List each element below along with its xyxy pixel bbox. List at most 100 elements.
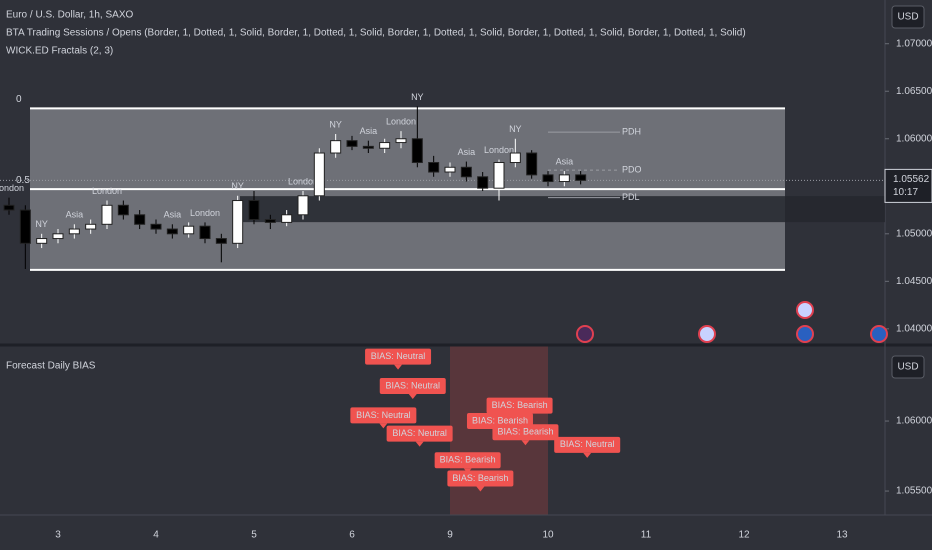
indicator-legend: WICK.ED Fractals (2, 3) (6, 46, 113, 57)
x-tick-label: 13 (836, 530, 848, 541)
candle-body (395, 138, 407, 144)
bias-label: BIAS: Bearish (440, 455, 496, 465)
bias-label-box (554, 436, 621, 453)
bias-label: BIAS: Bearish (472, 415, 528, 425)
main-pane: 0 0.5 PDH PDO PDL 1.07000 1.06500 1.06000 1.0500… (0, 38, 932, 334)
currency[interactable]: USD (897, 12, 918, 23)
session-label: London (288, 176, 318, 186)
y-tick-label: 1.06000 (896, 133, 932, 144)
x-tick-label: 10 (542, 530, 554, 541)
candle-body (379, 142, 391, 149)
candle-body (36, 238, 48, 244)
last-price-label: 1.05562 (893, 174, 930, 185)
fib-label: 0.5 (16, 175, 30, 186)
range-band (240, 196, 885, 223)
bias-label: BIAS: Neutral (392, 428, 447, 438)
y-tick-label: 1.06500 (896, 86, 932, 97)
level-label: PDO (622, 164, 642, 174)
candle-body (3, 204, 15, 211)
bias-label: BIAS: Bearish (497, 427, 553, 437)
bias-label: BIAS: Neutral (560, 439, 615, 449)
candle-body (346, 140, 358, 147)
bias-label: BIAS: Neutral (385, 380, 440, 390)
event-icon[interactable] (796, 301, 814, 319)
candle-body (313, 152, 325, 197)
event-icons (576, 301, 888, 343)
bias-pane: 1.06000 1.05500 BIAS: Neutral BIAS: Neutral… (350, 348, 932, 497)
candle-body (542, 174, 554, 183)
level-label: PDH (622, 126, 641, 136)
x-tick-label: 3 (55, 530, 61, 541)
session-label: NY (329, 119, 342, 129)
bias-label-box (486, 397, 553, 414)
candle-body (444, 166, 456, 173)
countdown: 10:17 (893, 187, 918, 198)
bias-label-box (434, 452, 501, 469)
currency-button[interactable] (891, 355, 925, 379)
candle-body (428, 162, 440, 173)
candle-body (101, 204, 113, 225)
event-icon[interactable] (870, 325, 888, 343)
candle-body (297, 195, 309, 216)
session-label: London (92, 186, 122, 196)
bias-label: BIAS: Bearish (452, 473, 508, 483)
candle-body (150, 223, 162, 230)
candle-body (85, 223, 97, 230)
bias-label-pointer (476, 486, 485, 492)
candle-body (199, 225, 211, 240)
currency-button[interactable] (891, 5, 925, 29)
bias-label: BIAS: Neutral (356, 410, 411, 420)
y-tick-label: 1.04000 (896, 323, 932, 334)
currency[interactable]: USD (897, 362, 918, 373)
candle-body (558, 174, 570, 183)
session-label: Asia (66, 210, 84, 220)
y-tick-label: 1.05000 (896, 228, 932, 239)
candle-body (134, 214, 146, 225)
y-tick-label: 1.06000 (896, 416, 932, 427)
bias-label-pointer (583, 452, 592, 458)
x-tick-label: 4 (153, 530, 159, 541)
candle-body (183, 225, 195, 235)
bias-label-box (492, 424, 559, 441)
candle-body (362, 145, 374, 149)
session-label: NY (509, 124, 522, 134)
bias-label-box (447, 470, 514, 487)
bias-label-pointer (408, 394, 417, 400)
indicator-legend: BTA Trading Sessions / Opens (Border, 1,… (6, 28, 746, 39)
fib-label: 0 (16, 94, 22, 105)
session-label: NY (231, 181, 244, 191)
candle-body (248, 200, 260, 221)
candle-body (19, 209, 31, 244)
y-tick-label: 1.05500 (896, 486, 932, 497)
session-label: Asia (360, 126, 378, 136)
session-label: London (484, 145, 514, 155)
bias-label-pointer (415, 441, 424, 447)
session-label: NY (411, 92, 424, 102)
x-tick-label: 6 (349, 530, 355, 541)
session-label: London (386, 117, 416, 127)
session-label: NY (35, 219, 48, 229)
x-tick-label: 12 (738, 530, 750, 541)
session-label: London (190, 208, 220, 218)
session-label: Asia (164, 210, 182, 220)
candle-body (330, 140, 342, 154)
bias-label: BIAS: Bearish (492, 400, 548, 410)
candle-body (477, 176, 489, 189)
x-tick-label: 9 (447, 530, 453, 541)
x-tick-label: 5 (251, 530, 257, 541)
bias-label-box (365, 348, 432, 365)
event-icon[interactable] (698, 325, 716, 343)
chart-title: Euro / U.S. Dollar, 1h, SAXO (6, 10, 133, 21)
candle-body (526, 152, 538, 176)
candle-body (52, 233, 64, 240)
candle-body (166, 228, 178, 235)
candle-body (68, 228, 80, 235)
bias-label-box (350, 407, 417, 424)
x-tick-label: 11 (641, 530, 652, 541)
bias-label-box (379, 378, 446, 395)
session-label: London (0, 183, 24, 193)
event-icon[interactable] (796, 325, 814, 343)
candle-body (509, 152, 521, 164)
event-icon[interactable] (576, 325, 594, 343)
